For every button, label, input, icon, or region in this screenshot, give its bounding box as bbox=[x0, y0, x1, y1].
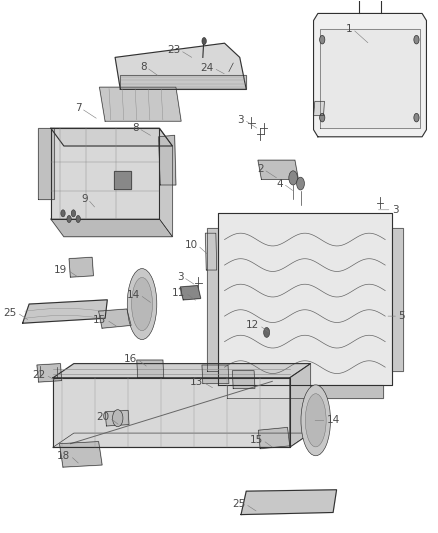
Text: 25: 25 bbox=[232, 499, 245, 509]
Text: 23: 23 bbox=[167, 45, 180, 55]
Polygon shape bbox=[180, 286, 201, 300]
Text: 4: 4 bbox=[276, 179, 283, 189]
Polygon shape bbox=[37, 364, 62, 382]
Circle shape bbox=[414, 114, 419, 122]
Polygon shape bbox=[115, 43, 246, 90]
Polygon shape bbox=[258, 427, 290, 449]
Circle shape bbox=[320, 35, 325, 44]
Circle shape bbox=[67, 215, 71, 223]
Polygon shape bbox=[99, 309, 131, 328]
Text: 3: 3 bbox=[237, 115, 244, 125]
Polygon shape bbox=[392, 228, 403, 370]
Text: 8: 8 bbox=[140, 62, 146, 72]
Text: 11: 11 bbox=[172, 288, 185, 298]
Text: 7: 7 bbox=[74, 103, 81, 114]
Circle shape bbox=[202, 37, 206, 45]
Text: 24: 24 bbox=[201, 63, 214, 73]
Polygon shape bbox=[105, 410, 129, 426]
Circle shape bbox=[320, 114, 325, 122]
Text: 9: 9 bbox=[81, 194, 88, 204]
Text: 19: 19 bbox=[54, 265, 67, 275]
Polygon shape bbox=[207, 228, 218, 370]
Polygon shape bbox=[205, 233, 217, 270]
Polygon shape bbox=[51, 128, 173, 146]
Polygon shape bbox=[99, 87, 181, 121]
Text: 2: 2 bbox=[257, 164, 264, 174]
Circle shape bbox=[297, 177, 304, 190]
Text: 18: 18 bbox=[57, 451, 71, 461]
Polygon shape bbox=[227, 385, 383, 398]
Text: 12: 12 bbox=[246, 320, 259, 330]
Circle shape bbox=[289, 171, 297, 185]
Text: 14: 14 bbox=[327, 415, 340, 425]
Text: 16: 16 bbox=[124, 354, 137, 364]
Text: 3: 3 bbox=[177, 272, 183, 282]
Circle shape bbox=[61, 210, 65, 217]
Text: 22: 22 bbox=[32, 370, 46, 380]
Text: 3: 3 bbox=[392, 205, 398, 215]
Text: 1: 1 bbox=[346, 24, 353, 34]
Text: 14: 14 bbox=[127, 290, 140, 300]
Ellipse shape bbox=[127, 269, 157, 340]
Polygon shape bbox=[137, 360, 164, 378]
Polygon shape bbox=[258, 160, 298, 179]
Text: 5: 5 bbox=[398, 311, 405, 321]
Polygon shape bbox=[159, 128, 173, 237]
Circle shape bbox=[76, 215, 81, 223]
Polygon shape bbox=[53, 378, 290, 447]
Polygon shape bbox=[232, 370, 255, 389]
Polygon shape bbox=[53, 433, 311, 447]
Text: 13: 13 bbox=[190, 377, 203, 387]
Polygon shape bbox=[23, 300, 107, 323]
Circle shape bbox=[414, 35, 419, 44]
Polygon shape bbox=[241, 490, 336, 514]
Polygon shape bbox=[69, 257, 93, 277]
Text: 8: 8 bbox=[132, 123, 138, 133]
Polygon shape bbox=[290, 364, 311, 447]
Polygon shape bbox=[218, 213, 392, 385]
Polygon shape bbox=[314, 101, 325, 116]
Text: 15: 15 bbox=[250, 435, 263, 445]
Polygon shape bbox=[60, 441, 102, 467]
Text: 15: 15 bbox=[93, 314, 106, 325]
Polygon shape bbox=[51, 219, 173, 237]
Ellipse shape bbox=[301, 385, 331, 456]
Circle shape bbox=[71, 210, 76, 217]
Circle shape bbox=[113, 410, 123, 427]
Polygon shape bbox=[320, 29, 420, 128]
Polygon shape bbox=[114, 171, 131, 189]
Polygon shape bbox=[202, 365, 229, 383]
Polygon shape bbox=[53, 364, 311, 378]
Ellipse shape bbox=[305, 394, 326, 447]
Text: 20: 20 bbox=[96, 413, 110, 423]
Ellipse shape bbox=[131, 278, 152, 330]
Polygon shape bbox=[159, 135, 176, 185]
Circle shape bbox=[264, 327, 270, 337]
Polygon shape bbox=[38, 128, 54, 199]
Polygon shape bbox=[314, 13, 427, 137]
Polygon shape bbox=[120, 75, 246, 90]
Polygon shape bbox=[51, 128, 159, 219]
Text: 25: 25 bbox=[4, 308, 17, 318]
Text: 10: 10 bbox=[184, 240, 198, 250]
